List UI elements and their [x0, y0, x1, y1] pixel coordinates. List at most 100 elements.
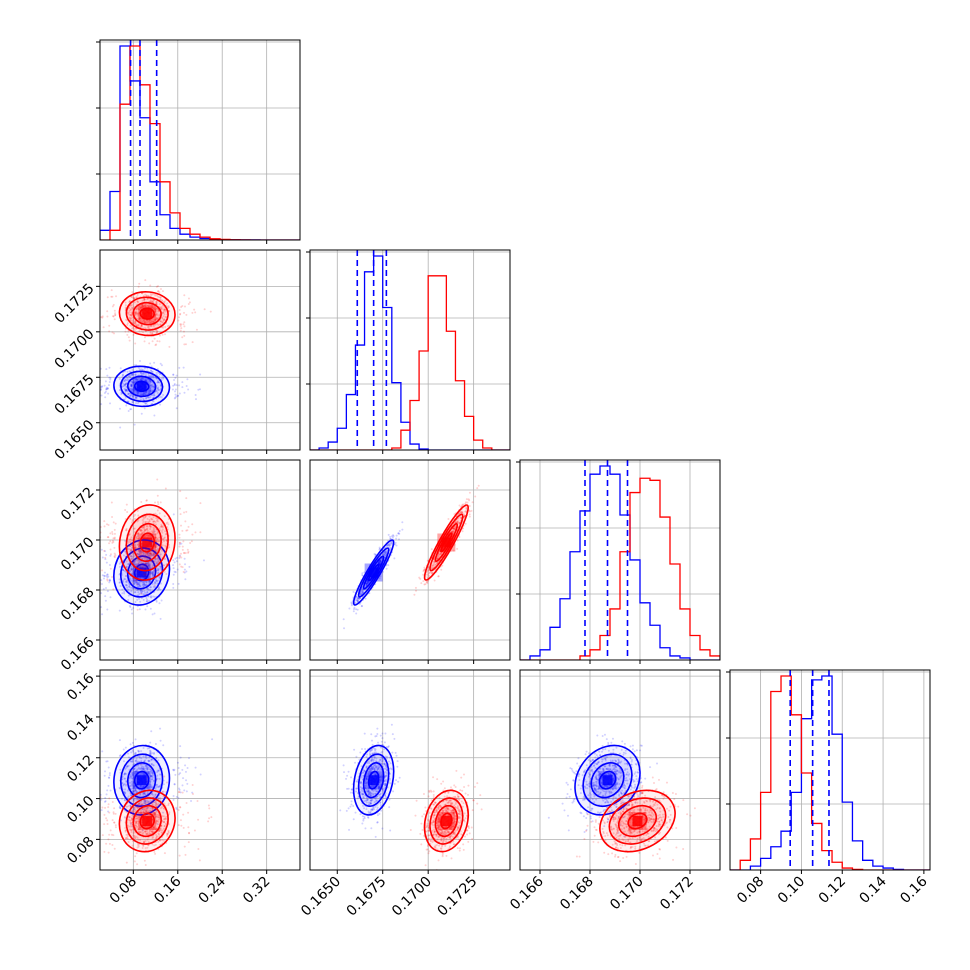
sample-point	[156, 777, 159, 780]
sample-point	[149, 555, 152, 558]
sample-point	[199, 773, 202, 776]
sample-point	[150, 786, 153, 789]
sample-point	[376, 727, 379, 730]
sample-point	[172, 559, 175, 562]
sample-point	[137, 392, 140, 395]
sample-point	[154, 793, 157, 796]
sample-point	[91, 373, 93, 375]
sample-point	[153, 337, 156, 340]
sample-point	[349, 791, 352, 794]
sample-point	[124, 791, 127, 794]
sample-point	[156, 769, 159, 772]
sample-point	[134, 378, 137, 381]
sample-point	[346, 774, 349, 777]
sample-point	[178, 788, 181, 791]
sample-point	[143, 792, 146, 795]
sample-point	[179, 513, 182, 516]
sample-point	[154, 793, 157, 796]
sample-point	[146, 792, 149, 795]
sample-point	[573, 798, 576, 801]
sample-point	[150, 370, 153, 373]
sample-point	[203, 308, 206, 311]
sample-point	[183, 294, 186, 297]
sample-point	[174, 390, 177, 393]
sample-point	[185, 510, 188, 513]
sample-point	[100, 394, 103, 397]
sample-point	[127, 599, 130, 602]
sample-point	[124, 383, 127, 386]
sample-point	[186, 548, 189, 551]
sample-point	[144, 802, 147, 805]
sample-point	[150, 369, 153, 372]
sample-point	[186, 767, 189, 770]
sample-point	[384, 732, 387, 735]
sample-point	[131, 773, 134, 776]
sample-point	[119, 561, 122, 564]
sample-point	[126, 789, 129, 792]
sample-point	[142, 397, 145, 400]
sample-point	[132, 768, 135, 771]
sample-point	[144, 608, 147, 611]
sample-point	[184, 578, 187, 581]
sample-point	[139, 600, 142, 603]
sample-point	[151, 572, 154, 575]
sample-point	[384, 554, 387, 557]
sample-point	[103, 392, 106, 395]
sample-point	[129, 794, 132, 797]
sample-point	[152, 386, 155, 389]
sample-point	[130, 384, 133, 387]
sample-point	[134, 759, 137, 762]
sample-point	[131, 380, 134, 383]
sample-point	[138, 583, 141, 586]
sample-point	[173, 783, 176, 786]
sample-point	[124, 777, 127, 780]
sample-point	[150, 384, 153, 387]
sample-point	[361, 591, 364, 594]
sample-point	[173, 382, 176, 385]
sample-point	[130, 394, 133, 397]
sample-point	[153, 361, 156, 364]
sample-point	[146, 562, 149, 565]
sample-point	[649, 766, 652, 769]
sample-point	[138, 581, 141, 584]
sample-point	[182, 366, 185, 369]
sample-point	[156, 771, 159, 774]
sample-point	[128, 339, 131, 342]
sample-point	[361, 572, 364, 575]
sample-point	[360, 593, 363, 596]
sample-point	[172, 564, 175, 567]
sample-point	[154, 801, 157, 804]
sample-point	[376, 814, 379, 817]
sample-point	[173, 384, 176, 387]
sample-point	[132, 572, 135, 575]
sample-point	[139, 393, 142, 396]
sample-point	[125, 379, 128, 382]
sample-point	[138, 282, 141, 285]
sample-point	[125, 503, 128, 506]
sample-point	[136, 588, 139, 591]
sample-point	[135, 798, 138, 801]
sample-point	[135, 572, 138, 575]
sample-point	[118, 578, 121, 581]
sample-point	[150, 365, 153, 368]
sample-point	[144, 759, 147, 762]
sample-point	[129, 555, 132, 558]
sample-point	[360, 605, 363, 608]
sample-point	[134, 751, 137, 754]
sample-point	[157, 381, 160, 384]
sample-point	[151, 772, 154, 775]
sample-point	[123, 798, 126, 801]
sample-point	[387, 543, 390, 546]
sample-point	[365, 766, 368, 769]
sample-point	[174, 388, 177, 391]
sample-point	[181, 386, 184, 389]
sample-point	[124, 330, 127, 333]
sample-point	[172, 573, 175, 576]
sample-point	[109, 554, 112, 557]
sample-point	[158, 797, 161, 800]
sample-point	[107, 810, 110, 813]
sample-point	[159, 403, 162, 406]
sample-point	[174, 396, 177, 399]
sample-point	[157, 571, 160, 574]
sample-point	[125, 584, 128, 587]
